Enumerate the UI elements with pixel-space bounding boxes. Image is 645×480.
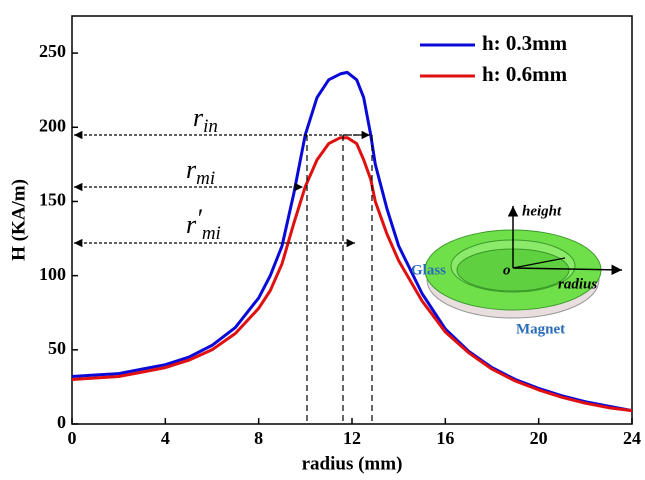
x-tick-label: 24 [623,428,641,448]
inset-label: Magnet [516,321,565,337]
x-axis-label: radius (mm) [302,453,403,474]
inset-label: height [522,203,562,219]
inset-diagram: height o radius Glass Magnet [411,203,623,337]
x-tick-label: 12 [343,428,361,448]
x-tick-label: 16 [436,428,454,448]
x-tick-label: 20 [530,428,548,448]
inset-label: o [503,262,511,278]
y-tick-label: 100 [39,264,66,284]
annotation: r′mi [186,204,221,244]
inset-label: radius [558,276,597,292]
legend-label: h: 0.3mm [482,31,568,55]
inset-label: Glass [411,262,446,278]
y-axis-label: H (KA/m) [8,179,29,261]
y-tick-label: 50 [48,338,66,358]
y-tick-label: 0 [57,412,66,432]
y-tick-label: 200 [39,115,66,135]
x-tick-label: 4 [161,428,170,448]
x-tick-label: 0 [68,428,77,448]
annotation: rin [193,103,218,137]
annotation: rmi [186,155,215,189]
annotation-guides [74,130,373,424]
legend-label: h: 0.6mm [482,62,568,86]
y-tick-label: 150 [39,190,66,210]
x-tick-label: 8 [254,428,263,448]
y-tick-label: 250 [39,41,66,61]
